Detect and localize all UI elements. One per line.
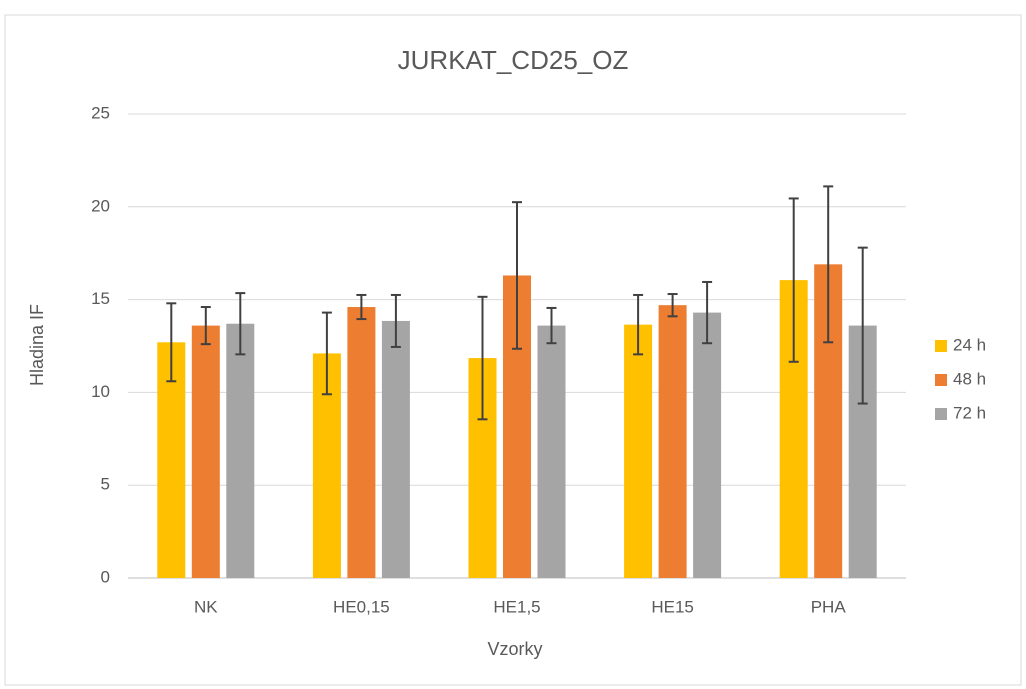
bar bbox=[537, 325, 566, 578]
y-tick-label: 20 bbox=[91, 196, 110, 215]
x-axis-title: Vzorky bbox=[487, 639, 542, 659]
y-axis-title: Hladina IF bbox=[27, 304, 47, 386]
x-tick-label: HE1,5 bbox=[493, 597, 540, 616]
x-tick-label: HE15 bbox=[651, 597, 694, 616]
y-tick-label: 0 bbox=[101, 567, 110, 586]
legend-label: 48 h bbox=[953, 369, 986, 388]
y-tick-label: 5 bbox=[101, 475, 110, 494]
legend-swatch bbox=[935, 408, 947, 420]
bar bbox=[381, 320, 410, 578]
legend-swatch bbox=[935, 340, 947, 352]
y-tick-label: 15 bbox=[91, 289, 110, 308]
bar bbox=[226, 323, 255, 578]
legend-label: 72 h bbox=[953, 403, 986, 422]
x-tick-label: NK bbox=[194, 597, 218, 616]
bar bbox=[658, 305, 687, 578]
bar bbox=[693, 312, 722, 578]
x-tick-label: HE0,15 bbox=[333, 597, 390, 616]
bar bbox=[624, 324, 653, 578]
legend-label: 24 h bbox=[953, 335, 986, 354]
bar bbox=[347, 307, 376, 578]
y-tick-label: 10 bbox=[91, 382, 110, 401]
x-tick-label: PHA bbox=[811, 597, 847, 616]
chart-title: JURKAT_CD25_OZ bbox=[398, 45, 629, 75]
bar bbox=[191, 325, 220, 578]
y-tick-label: 25 bbox=[91, 103, 110, 122]
legend-swatch bbox=[935, 374, 947, 386]
